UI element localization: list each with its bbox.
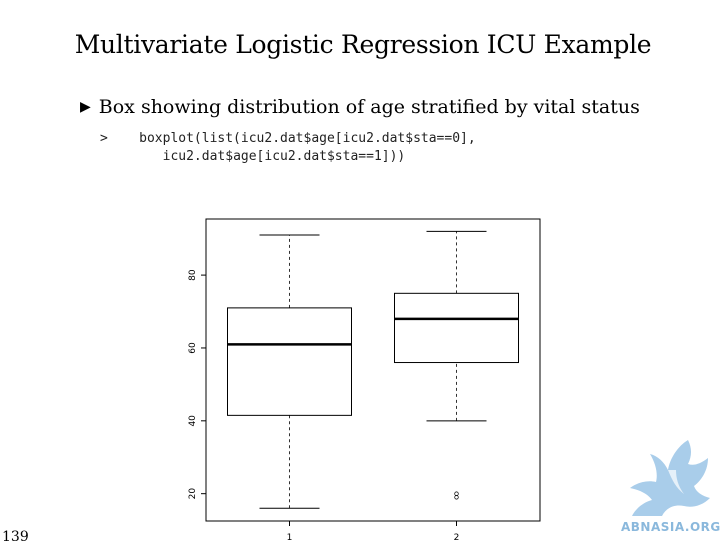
y-tick-label-60: 60 [188, 342, 198, 354]
code-prompt: > [100, 131, 108, 146]
y-tick-label-40: 40 [188, 415, 198, 427]
page-number: 139 [2, 529, 29, 545]
code-line-2: icu2.dat$age[icu2.dat$sta==1])) [162, 149, 406, 164]
code-line-1: boxplot(list(icu2.dat$age[icu2.dat$sta==… [139, 131, 476, 146]
box-2-outlier [454, 491, 459, 496]
triangle-bullet-icon: ▶ [80, 99, 91, 115]
box-2-outlier [454, 495, 459, 500]
logo-text: ABNASIA.ORG [621, 520, 721, 534]
slide-title: Multivariate Logistic Regression ICU Exa… [74, 30, 652, 59]
griffin-logo-icon [630, 440, 710, 516]
box-1-iqr [227, 307, 352, 416]
x-tick-label-2: 2 [454, 533, 460, 543]
bullet-text: Box showing distribution of age stratifi… [98, 96, 640, 118]
bullet-item: ▶ Box showing distribution of age stratif… [80, 96, 640, 118]
y-tick-label-20: 20 [188, 488, 198, 500]
plot-frame [205, 218, 541, 522]
x-tick-label-1: 1 [287, 533, 293, 543]
y-tick-label-80: 80 [188, 269, 198, 281]
code-block: > boxplot(list(icu2.dat$age[icu2.dat$sta… [100, 130, 476, 166]
box-2-iqr [394, 292, 519, 364]
